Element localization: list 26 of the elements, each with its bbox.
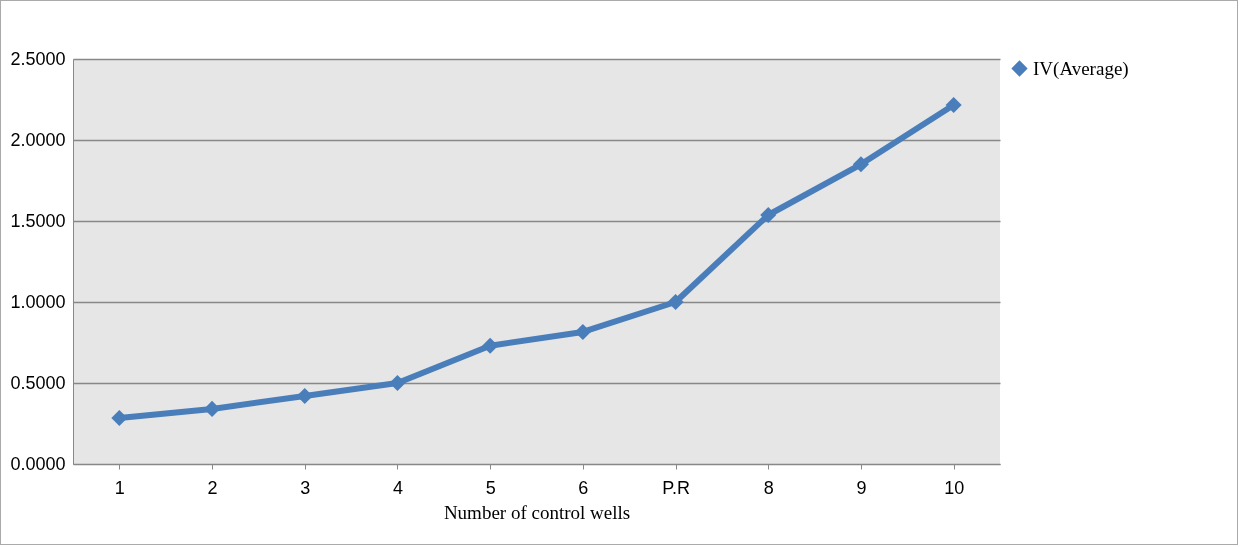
x-axis-title: Number of control wells	[443, 501, 631, 523]
y-tick-label: 2.0000	[10, 129, 66, 150]
point	[852, 156, 870, 173]
x-tick-label: 1	[114, 477, 125, 498]
x-tick-label: 6	[578, 477, 589, 498]
x-tick-label: 2	[207, 477, 218, 498]
x-tick-label: 9	[856, 477, 867, 498]
x-tick-label: P.R	[662, 477, 690, 498]
point	[945, 96, 962, 114]
point	[111, 409, 128, 427]
x-tick-label: 5	[485, 477, 496, 498]
x-tick-label: 10	[944, 477, 965, 498]
x-tick-label: 4	[392, 477, 403, 498]
y-tick-label: 0.5000	[10, 372, 66, 393]
x-tick-label: 3	[300, 477, 311, 498]
point	[389, 374, 406, 392]
y-tick-label: 1.0000	[10, 291, 66, 312]
point	[760, 206, 777, 224]
point	[296, 387, 313, 405]
y-tick-label: 0.0000	[10, 453, 66, 474]
y-tick-label: 1.5000	[10, 210, 66, 231]
point	[667, 293, 684, 311]
x-tick-label: 8	[763, 477, 774, 498]
legend-label: IV(Average)	[1033, 57, 1129, 80]
point	[482, 337, 499, 354]
y-tick-label: 2.5000	[10, 48, 66, 69]
